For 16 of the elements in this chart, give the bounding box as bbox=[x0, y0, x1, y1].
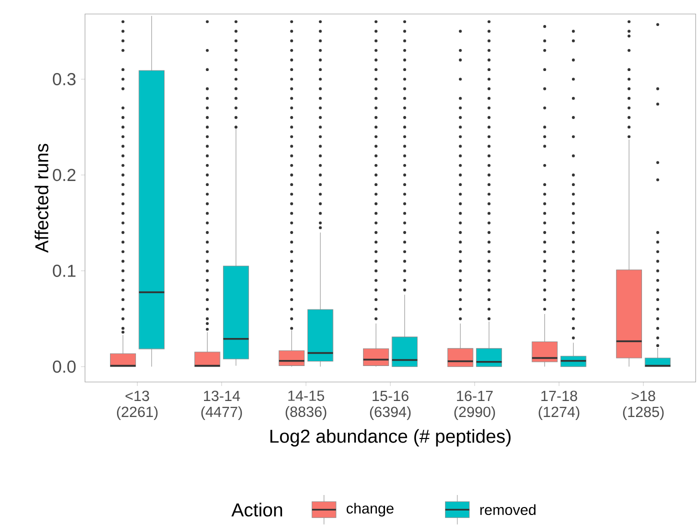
y-tick-label: 0.3 bbox=[52, 73, 76, 86]
x-tick-label: <13 (2261) bbox=[117, 390, 158, 420]
y-tick-label: 0.1 bbox=[52, 264, 76, 278]
legend-label: removed bbox=[480, 504, 536, 516]
y-tick-label: 0.0 bbox=[52, 360, 76, 373]
x-tick-label: 14-15 (8836) bbox=[286, 390, 326, 420]
x-axis-title: Log2 abundance (# peptides) bbox=[270, 429, 511, 447]
legend-label: change bbox=[346, 503, 394, 517]
x-tick-label: 13-14 (4477) bbox=[201, 390, 242, 420]
legend-title: Action bbox=[231, 503, 282, 517]
x-tick-label: >18 (1285) bbox=[623, 390, 664, 420]
y-tick-label: 0.2 bbox=[52, 169, 76, 182]
x-tick-label: 15-16 (6394) bbox=[370, 390, 411, 420]
y-axis-title: Affected runs bbox=[34, 144, 48, 253]
x-tick-label: 17-18 (1274) bbox=[538, 390, 580, 420]
x-tick-label: 16-17 (2990) bbox=[454, 390, 495, 420]
